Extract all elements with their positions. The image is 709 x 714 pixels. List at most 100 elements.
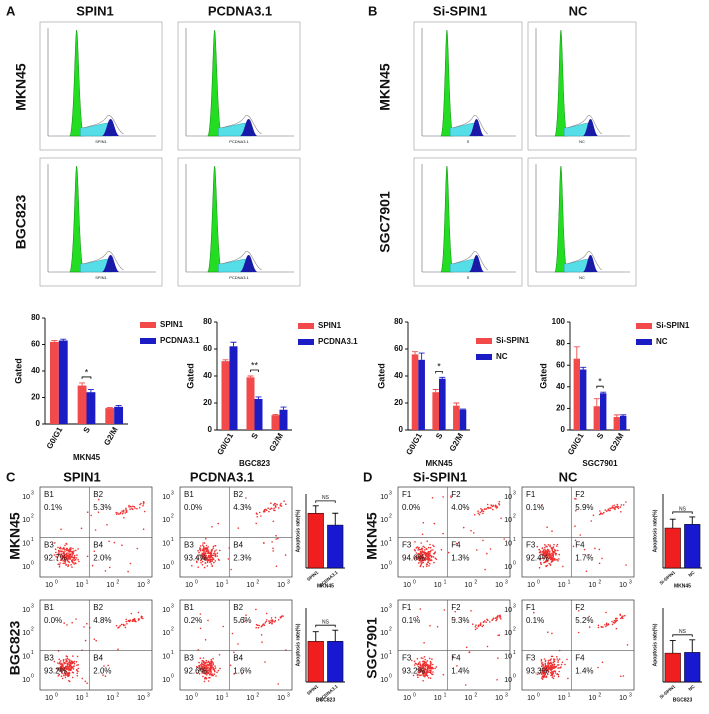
event-dot xyxy=(545,565,548,568)
x-tick-base: 10 xyxy=(106,695,114,702)
event-dot xyxy=(231,632,234,635)
event-dot xyxy=(430,549,432,552)
event-dot xyxy=(204,552,206,554)
event-dot xyxy=(477,625,480,628)
x-tick-base: 10 xyxy=(45,695,53,702)
legend-label: SPIN1 xyxy=(160,320,184,329)
x-tick-base: 10 xyxy=(403,582,411,589)
x-tick-base: 10 xyxy=(558,582,566,589)
event-dot xyxy=(442,496,444,498)
event-dot xyxy=(619,506,622,508)
event-dot xyxy=(544,550,547,553)
event-dot xyxy=(427,546,430,549)
event-dot xyxy=(542,672,545,675)
x-tick-exponent: 2 xyxy=(116,579,119,585)
x-tick-base: 10 xyxy=(527,582,535,589)
event-dot xyxy=(66,673,68,675)
event-dot xyxy=(203,558,206,560)
event-dot xyxy=(547,671,550,673)
bar xyxy=(114,406,124,424)
event-dot xyxy=(421,556,424,559)
event-dot xyxy=(557,661,559,663)
quadrant-percent: 94.6% xyxy=(402,554,425,563)
g1-peak xyxy=(440,29,454,137)
event-dot xyxy=(442,673,445,676)
scatter-frame xyxy=(521,486,635,578)
x-tick-exponent: 1 xyxy=(568,579,571,585)
event-dot xyxy=(263,542,265,544)
y-tick-exponent: 0 xyxy=(31,673,34,679)
event-dot xyxy=(273,509,275,511)
event-dot xyxy=(547,544,550,546)
error-bar xyxy=(332,629,339,642)
event-dot xyxy=(484,568,486,571)
event-dot xyxy=(609,507,611,510)
event-dot xyxy=(230,568,232,571)
event-dot xyxy=(274,505,277,507)
event-dot xyxy=(212,662,215,664)
event-dot xyxy=(199,627,202,630)
event-dot xyxy=(71,551,73,553)
event-dot xyxy=(557,549,559,552)
error-bar xyxy=(87,389,94,393)
event-dot xyxy=(140,502,142,505)
event-dot xyxy=(548,562,550,565)
event-dot xyxy=(422,664,424,667)
event-dot xyxy=(429,554,432,557)
event-dot xyxy=(208,662,211,664)
event-dot xyxy=(543,666,546,668)
event-dot xyxy=(270,617,273,619)
bar xyxy=(684,652,701,683)
event-dot xyxy=(65,658,67,661)
event-dot xyxy=(238,621,241,623)
significance-bracket xyxy=(596,385,604,389)
y-tick-exponent: 1 xyxy=(171,650,174,656)
bar xyxy=(307,512,324,569)
x-tick-label: G2/M xyxy=(608,431,626,453)
event-dot xyxy=(542,664,545,667)
scatter-frame xyxy=(39,486,153,578)
y-axis-label: Apoptosis rate(%) xyxy=(295,623,301,666)
bar xyxy=(86,392,96,424)
x-tick-base: 10 xyxy=(434,695,442,702)
event-dot xyxy=(556,658,558,660)
event-dot xyxy=(272,550,275,552)
x-tick-exponent: 1 xyxy=(226,692,229,698)
event-dot xyxy=(216,555,219,557)
event-dot xyxy=(548,664,550,666)
event-dot xyxy=(134,507,136,509)
histogram-frame xyxy=(527,157,637,287)
event-dot xyxy=(275,565,278,567)
event-dot xyxy=(485,508,488,510)
event-dot xyxy=(424,663,427,666)
bar xyxy=(49,341,59,424)
x-tick-exponent: 2 xyxy=(256,692,259,698)
event-dot xyxy=(428,666,430,668)
event-dot xyxy=(553,543,555,546)
event-dot xyxy=(60,668,63,670)
quadrant-percent: 1.4% xyxy=(451,667,469,676)
y-tick-exponent: 2 xyxy=(171,627,174,633)
event-dot xyxy=(489,548,492,550)
event-dot xyxy=(70,564,72,566)
event-dot xyxy=(420,542,423,544)
event-dot xyxy=(416,658,419,660)
event-dot xyxy=(196,556,198,558)
event-dot xyxy=(59,555,62,558)
event-dot xyxy=(434,667,436,670)
event-dot xyxy=(549,550,551,553)
event-dot xyxy=(603,511,605,514)
event-dot xyxy=(417,671,420,674)
event-dot xyxy=(83,626,85,628)
event-dot xyxy=(213,673,216,675)
event-dot xyxy=(219,549,221,552)
significance-label: NS xyxy=(322,495,330,501)
event-dot xyxy=(68,561,71,564)
event-dot xyxy=(276,503,278,506)
event-dot xyxy=(538,551,541,554)
x-tick-base: 10 xyxy=(495,695,503,702)
row-label: MKN45 xyxy=(364,512,380,560)
event-dot xyxy=(75,618,77,620)
event-dot xyxy=(95,639,97,642)
y-tick-exponent: 1 xyxy=(171,537,174,543)
